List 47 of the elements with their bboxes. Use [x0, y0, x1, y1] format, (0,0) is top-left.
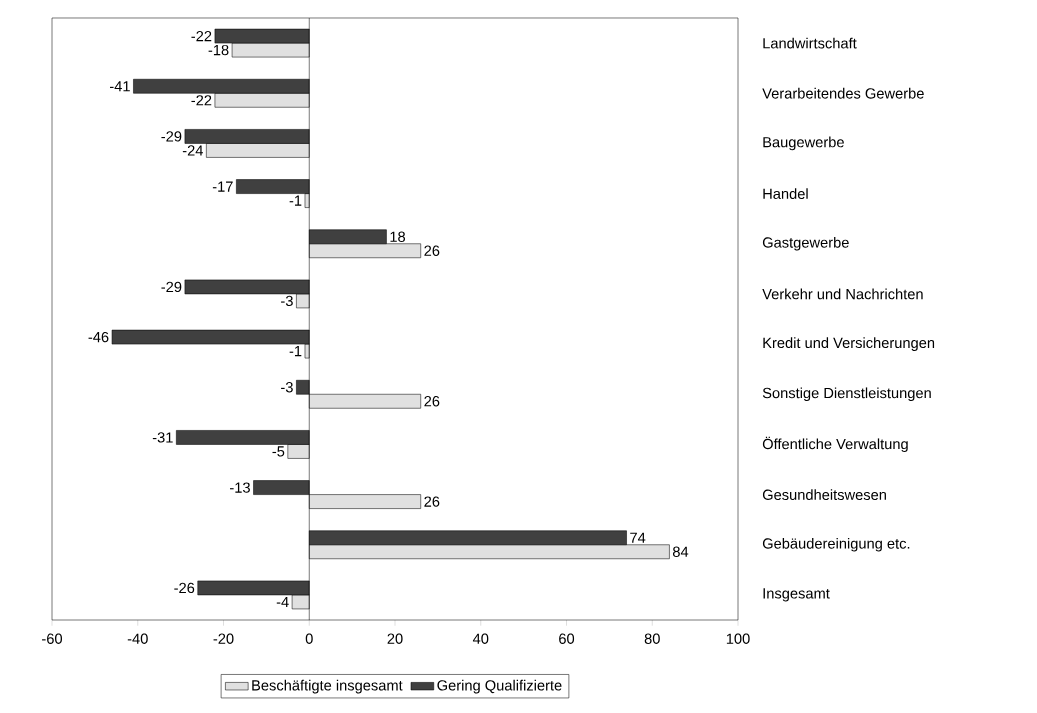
data-label: -46 [88, 331, 109, 343]
data-label: -22 [191, 95, 212, 106]
x-tick-label: 20 [387, 633, 403, 644]
data-label: -1 [289, 195, 302, 206]
data-label: -1 [289, 346, 302, 357]
x-tick-label: 0 [305, 633, 313, 644]
data-label: -22 [191, 30, 212, 42]
data-label: -5 [272, 446, 285, 457]
y-tick-label: Handel [763, 188, 808, 199]
data-label: -29 [161, 281, 182, 293]
x-tick-label: -40 [127, 633, 148, 644]
x-tick-label: 100 [726, 633, 750, 644]
data-label: -3 [281, 382, 293, 393]
y-tick-label: Insgesamt [763, 588, 830, 602]
x-tick-label: 40 [472, 633, 489, 644]
y-tick-label: Öffentliche Verwaltung [762, 436, 908, 453]
y-tick-label: Baugewerbe [763, 136, 844, 151]
data-label: -13 [230, 482, 250, 493]
y-tick-label: Gastgewerbe [762, 236, 849, 251]
data-label: -17 [212, 181, 233, 192]
data-label: 26 [424, 245, 440, 256]
y-tick-label: Gesundheitswesen [762, 489, 886, 500]
data-label: 18 [390, 231, 406, 242]
x-tick-label: 80 [644, 633, 660, 644]
y-tick-label: Landwirtschaft [763, 37, 857, 49]
data-label: 74 [630, 532, 646, 543]
data-label: 26 [424, 496, 440, 507]
data-label: -31 [152, 432, 173, 443]
data-label: -24 [182, 145, 203, 156]
data-label: -41 [109, 81, 130, 92]
legend-label: Beschäftigte insgesamt [252, 679, 403, 694]
y-tick-label: Gebäudereinigung etc. [762, 537, 910, 552]
data-label: 26 [424, 396, 440, 407]
data-label: 84 [672, 546, 689, 557]
x-tick-label: -20 [213, 633, 234, 644]
data-label: -4 [276, 596, 289, 607]
y-tick-label: Kredit und Versicherungen [763, 337, 935, 351]
legend-label: Gering Qualifizierte [437, 679, 562, 694]
data-label: -29 [161, 131, 182, 142]
data-label: -18 [208, 44, 229, 56]
x-tick-label: 60 [559, 633, 575, 644]
y-tick-label: Verkehr und Nachrichten [762, 288, 923, 300]
y-tick-label: Sonstige Dienstleistungen [762, 387, 931, 402]
y-tick-label: Verarbeitendes Gewerbe [762, 87, 924, 99]
data-label: -26 [174, 582, 195, 594]
data-label: -3 [281, 295, 293, 307]
x-tick-label: -60 [42, 633, 63, 644]
